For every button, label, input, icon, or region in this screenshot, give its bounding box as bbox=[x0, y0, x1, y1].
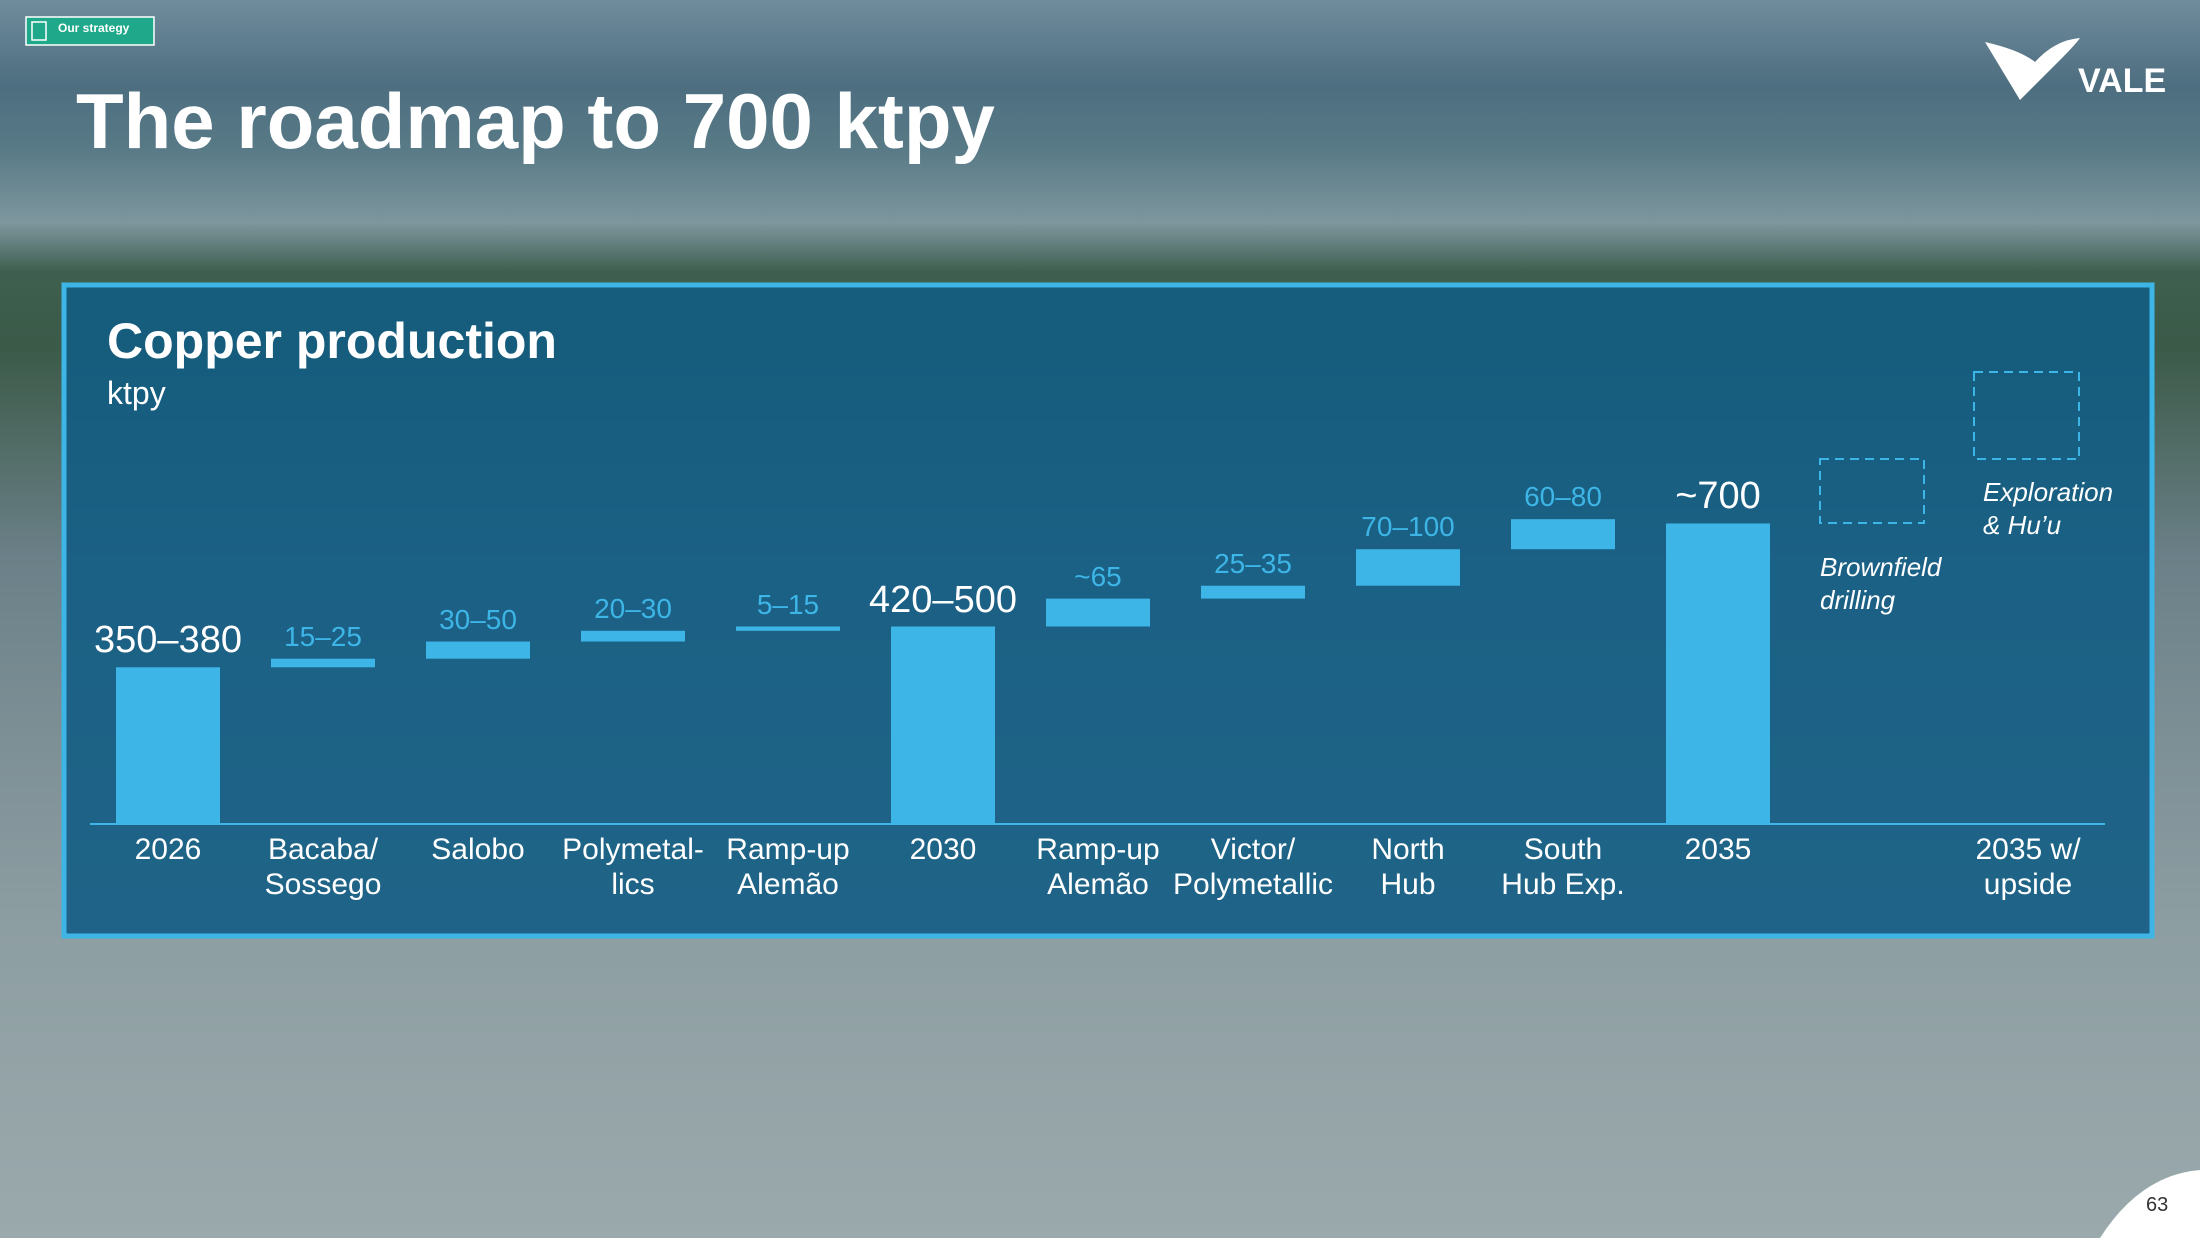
step-bar bbox=[1511, 519, 1615, 550]
step-bar bbox=[1201, 585, 1305, 599]
x-tick-label: 2035 bbox=[1684, 833, 1752, 866]
tag: Our strategy bbox=[58, 21, 130, 35]
x-tick-label: Victor/ Polymetallic bbox=[1173, 833, 1334, 901]
step-bar bbox=[271, 658, 375, 668]
x-tick-label: Salobo bbox=[431, 833, 525, 866]
step-bar bbox=[736, 626, 840, 631]
tag-box bbox=[25, 16, 155, 46]
total-bar bbox=[116, 667, 220, 824]
total-bar bbox=[891, 626, 995, 824]
step-bar bbox=[1046, 598, 1150, 627]
value-label: 15–25 bbox=[284, 620, 362, 652]
brownfield-box bbox=[1819, 458, 1925, 524]
x-tick-label: 2030 bbox=[909, 833, 977, 866]
value-label: 5–15 bbox=[756, 588, 820, 620]
value-label: 420–500 bbox=[869, 578, 1017, 621]
chart-subtitle: ktpy bbox=[107, 375, 166, 411]
x-tick-label: 2035 w/ upside bbox=[1975, 833, 2081, 901]
value-label: 70–100 bbox=[1361, 511, 1455, 543]
x-tick-label: South Hub Exp. bbox=[1501, 833, 1625, 901]
value-label: ~65 bbox=[1074, 560, 1122, 592]
value-label: ~700 bbox=[1675, 475, 1761, 518]
x-tick-label: North Hub bbox=[1371, 833, 1445, 901]
value-label: 20–30 bbox=[594, 592, 672, 624]
x-tick-label: Polymetal- lics bbox=[562, 833, 704, 901]
page-corner bbox=[2100, 1170, 2200, 1238]
tag-icon bbox=[31, 21, 47, 41]
logo-text: VALE bbox=[2078, 62, 2167, 100]
step-bar bbox=[581, 630, 685, 642]
step-bar bbox=[1356, 549, 1460, 586]
value-label: 30–50 bbox=[439, 603, 517, 635]
x-tick-label: Ramp-up Alemão bbox=[1036, 833, 1160, 901]
total-bar bbox=[1666, 523, 1770, 824]
value-label: 350–380 bbox=[94, 619, 242, 662]
annotation: Brownfield drilling bbox=[1820, 552, 1942, 615]
chart-title: Copper production bbox=[107, 313, 557, 369]
step-bar bbox=[426, 641, 530, 659]
slide-title: The roadmap to 700 ktpy bbox=[76, 77, 995, 165]
x-tick-label: 2026 bbox=[134, 833, 202, 866]
x-tick-label: Bacaba/ Sossego bbox=[264, 833, 382, 901]
annotation: Exploration & Hu’u bbox=[1983, 477, 2114, 540]
page-number: 63 bbox=[2146, 1194, 2169, 1216]
exploration-box bbox=[1973, 371, 2080, 460]
value-label: 60–80 bbox=[1524, 481, 1602, 513]
x-tick-label: Ramp-up Alemão bbox=[726, 833, 850, 901]
value-label: 25–35 bbox=[1214, 547, 1292, 579]
logo-mark bbox=[1985, 38, 2080, 100]
